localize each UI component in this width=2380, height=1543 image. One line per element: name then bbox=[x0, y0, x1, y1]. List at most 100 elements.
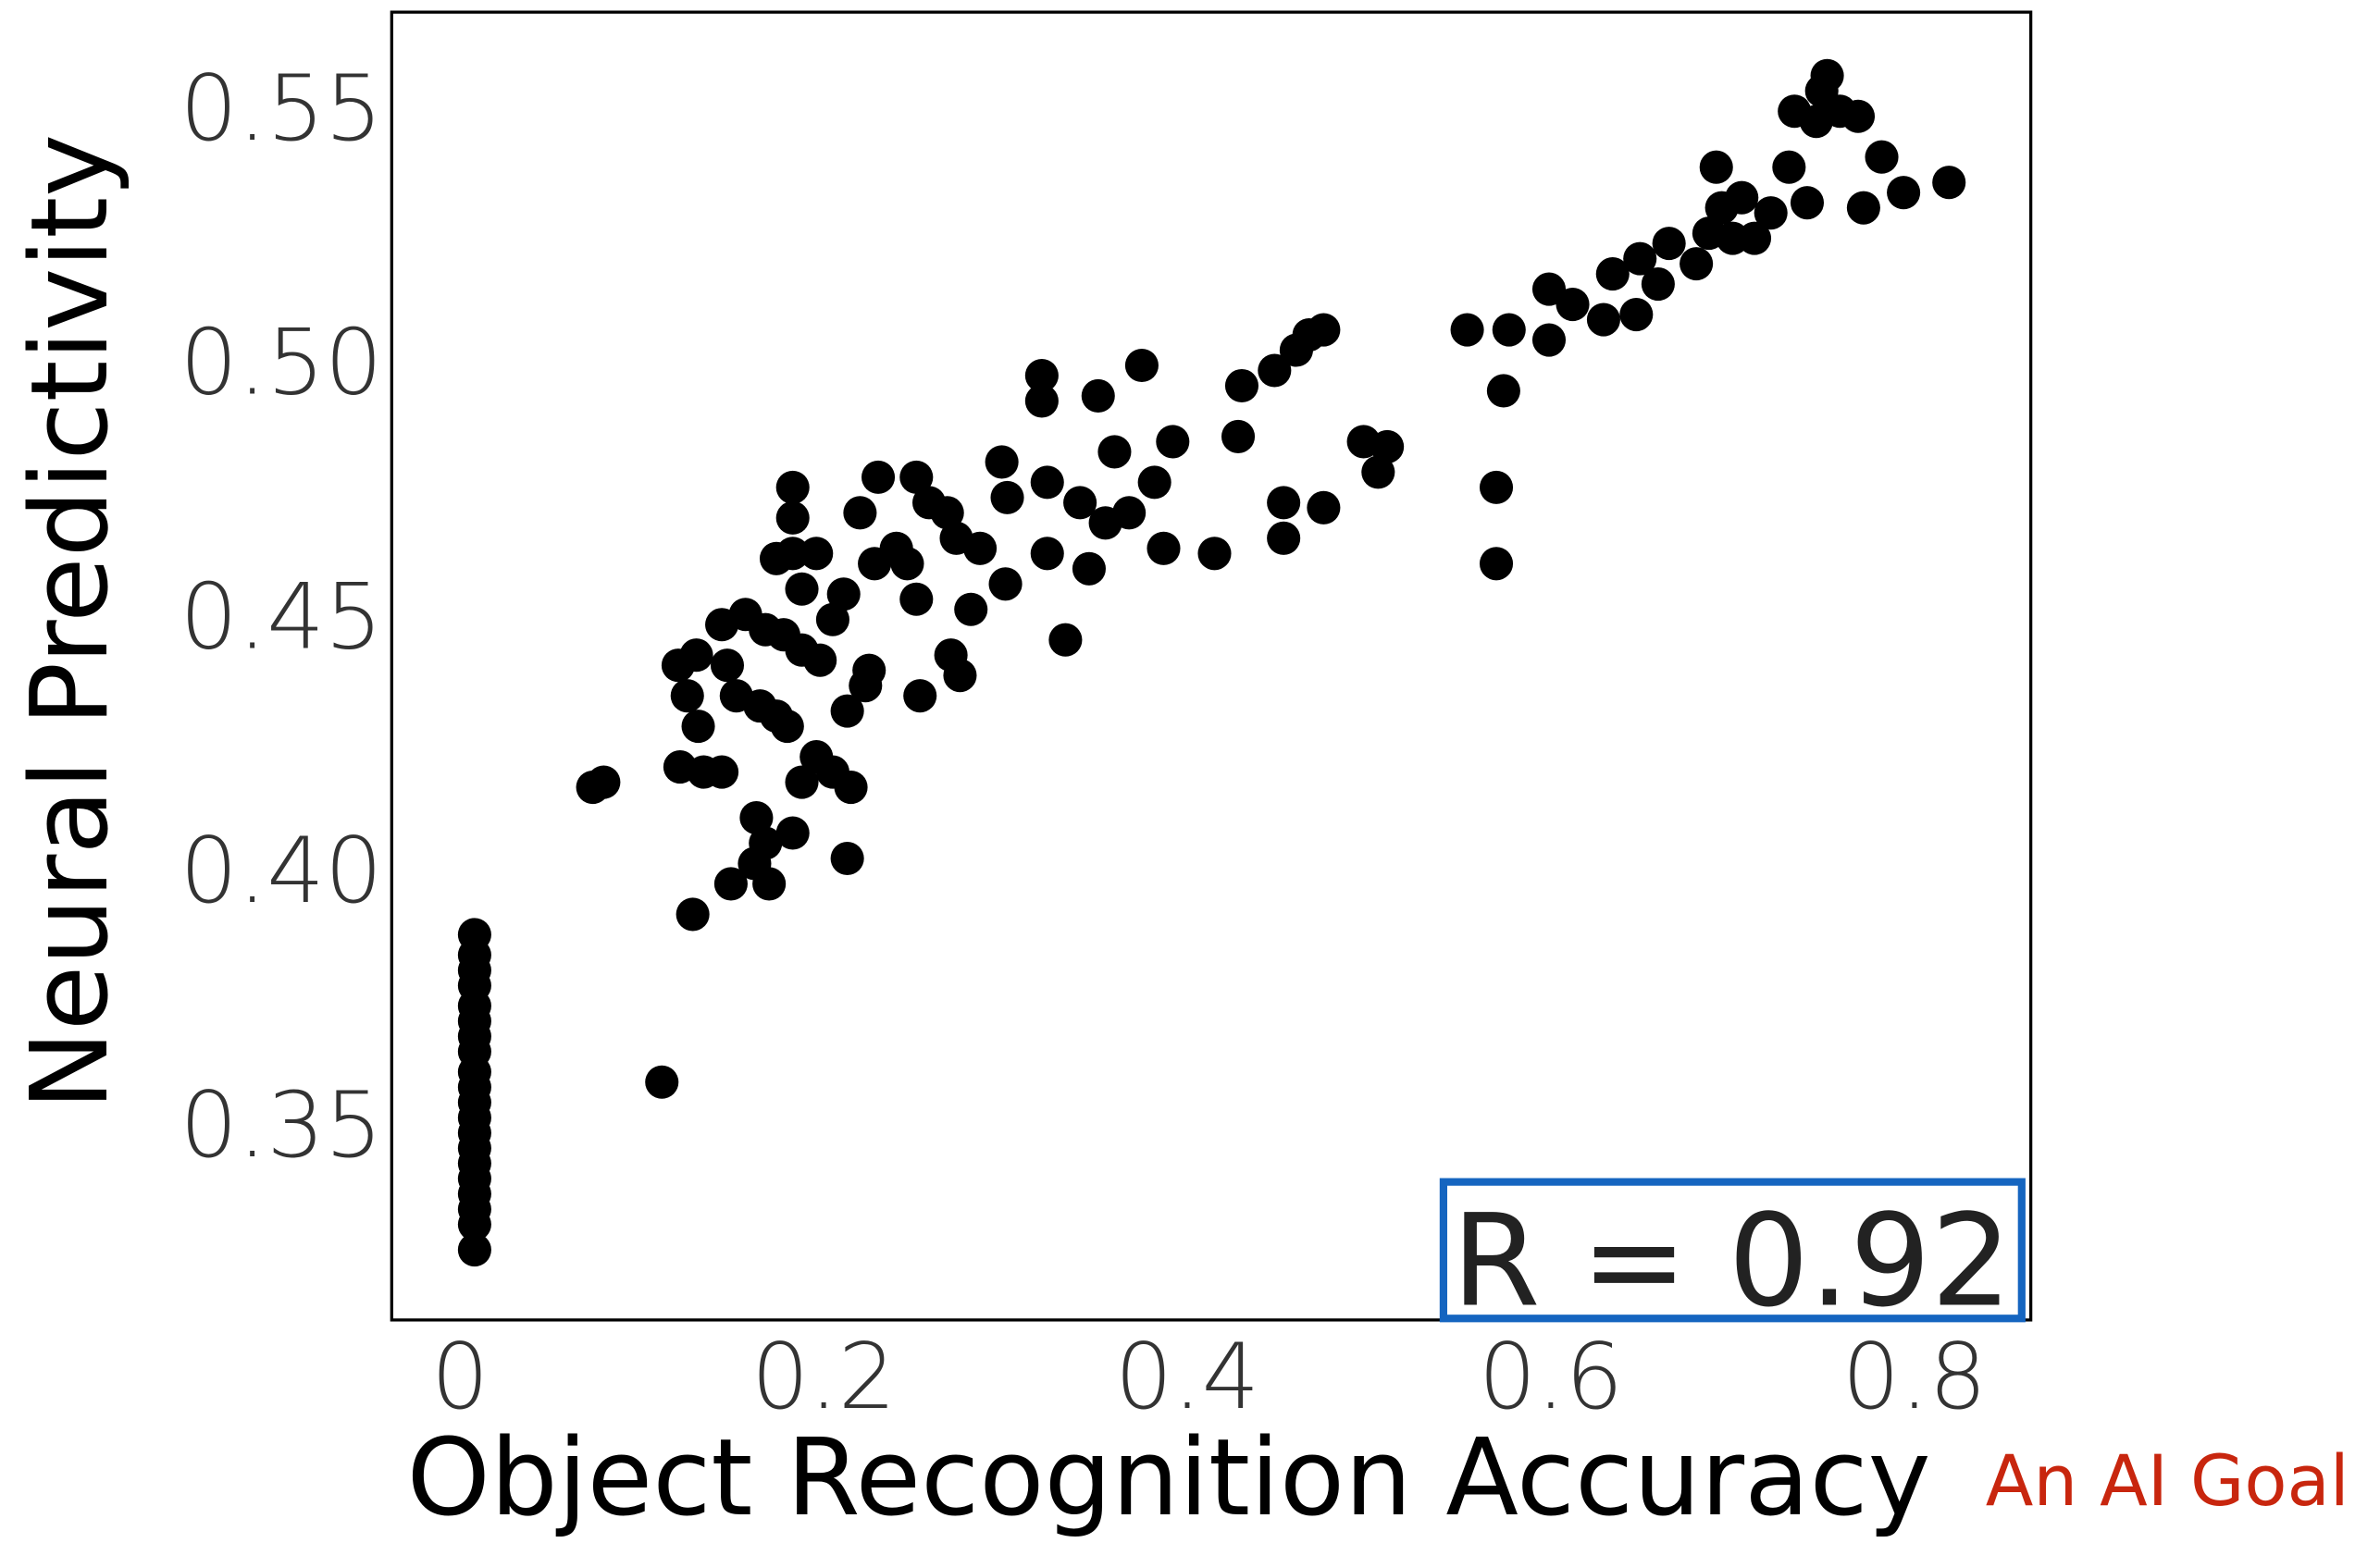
point bbox=[1024, 384, 1059, 418]
point bbox=[775, 816, 810, 850]
y-tick-label: 0.50 bbox=[180, 311, 382, 416]
point bbox=[815, 602, 849, 636]
point bbox=[852, 653, 886, 687]
point bbox=[587, 765, 621, 799]
point bbox=[710, 648, 745, 683]
point bbox=[990, 480, 1024, 514]
point bbox=[1307, 490, 1341, 525]
point bbox=[759, 541, 794, 575]
point bbox=[676, 897, 710, 932]
point bbox=[1097, 435, 1132, 469]
point bbox=[775, 500, 810, 535]
annotation: An AI Goal bbox=[1986, 1440, 2349, 1522]
point bbox=[1450, 313, 1484, 347]
point bbox=[1865, 140, 1899, 174]
point bbox=[1024, 358, 1059, 393]
point bbox=[1790, 186, 1825, 220]
point bbox=[785, 572, 819, 606]
point bbox=[1137, 465, 1171, 500]
point bbox=[1652, 227, 1686, 261]
point bbox=[1619, 298, 1654, 332]
point bbox=[1623, 241, 1657, 276]
point bbox=[985, 445, 1019, 479]
y-tick-label: 0.35 bbox=[180, 1073, 382, 1179]
point bbox=[800, 537, 834, 571]
point bbox=[1072, 551, 1106, 586]
plot-frame bbox=[390, 10, 2033, 1322]
point bbox=[899, 582, 934, 616]
point bbox=[1267, 486, 1301, 520]
point bbox=[1221, 419, 1256, 453]
point bbox=[1887, 176, 1921, 210]
point bbox=[1479, 470, 1514, 504]
point bbox=[681, 710, 715, 744]
point bbox=[679, 638, 713, 673]
point bbox=[1680, 247, 1714, 281]
point bbox=[954, 592, 988, 626]
point bbox=[775, 470, 810, 504]
x-axis-label: Object Recognition Accuracy bbox=[407, 1416, 1931, 1540]
point bbox=[943, 659, 977, 693]
point bbox=[1197, 537, 1232, 571]
point bbox=[1081, 378, 1115, 414]
point bbox=[1030, 465, 1064, 500]
point bbox=[843, 496, 877, 530]
point bbox=[457, 1207, 491, 1241]
point bbox=[1754, 196, 1788, 230]
point bbox=[1258, 353, 1292, 388]
point bbox=[1531, 323, 1567, 357]
point bbox=[1124, 348, 1159, 383]
point bbox=[1147, 531, 1181, 565]
point bbox=[826, 577, 861, 611]
point bbox=[930, 496, 964, 530]
point bbox=[739, 800, 774, 835]
point bbox=[1361, 455, 1395, 489]
point bbox=[770, 710, 804, 744]
point bbox=[1846, 191, 1880, 225]
point bbox=[457, 1233, 491, 1267]
point bbox=[1492, 313, 1526, 347]
point bbox=[1699, 150, 1733, 184]
y-tick-label: 0.45 bbox=[180, 564, 382, 670]
point bbox=[890, 547, 924, 581]
point bbox=[1556, 288, 1590, 322]
point bbox=[834, 771, 868, 805]
y-axis-label: Neural Predictivity bbox=[8, 134, 132, 1110]
point bbox=[1810, 58, 1844, 93]
point bbox=[963, 531, 998, 565]
point bbox=[1224, 368, 1259, 403]
point bbox=[1267, 521, 1301, 555]
point bbox=[861, 460, 896, 494]
annotation-box bbox=[1439, 1178, 2026, 1323]
point bbox=[785, 765, 819, 799]
x-tick-label: 0.8 bbox=[1842, 1325, 1987, 1430]
point bbox=[1156, 425, 1190, 459]
point bbox=[1841, 99, 1876, 133]
point bbox=[645, 1065, 679, 1099]
point bbox=[1772, 150, 1806, 184]
point bbox=[1048, 623, 1083, 657]
point bbox=[1370, 429, 1405, 463]
point bbox=[1486, 374, 1520, 408]
point bbox=[1641, 267, 1675, 302]
point bbox=[988, 567, 1023, 601]
x-tick-label: 0.6 bbox=[1479, 1325, 1623, 1430]
point bbox=[670, 679, 704, 713]
point bbox=[713, 867, 748, 901]
point bbox=[830, 841, 864, 876]
point bbox=[1030, 537, 1064, 571]
x-tick-label: 0.2 bbox=[751, 1325, 896, 1430]
point bbox=[899, 460, 934, 494]
point bbox=[1737, 221, 1772, 255]
point bbox=[1531, 272, 1567, 306]
point bbox=[830, 694, 864, 728]
point bbox=[803, 643, 837, 677]
annotation: R = 0.92 bbox=[1452, 1188, 2012, 1336]
point bbox=[1063, 486, 1097, 520]
point bbox=[1595, 257, 1630, 291]
point bbox=[752, 867, 787, 901]
point bbox=[1586, 302, 1620, 337]
point bbox=[1479, 547, 1514, 581]
point bbox=[1112, 496, 1147, 530]
